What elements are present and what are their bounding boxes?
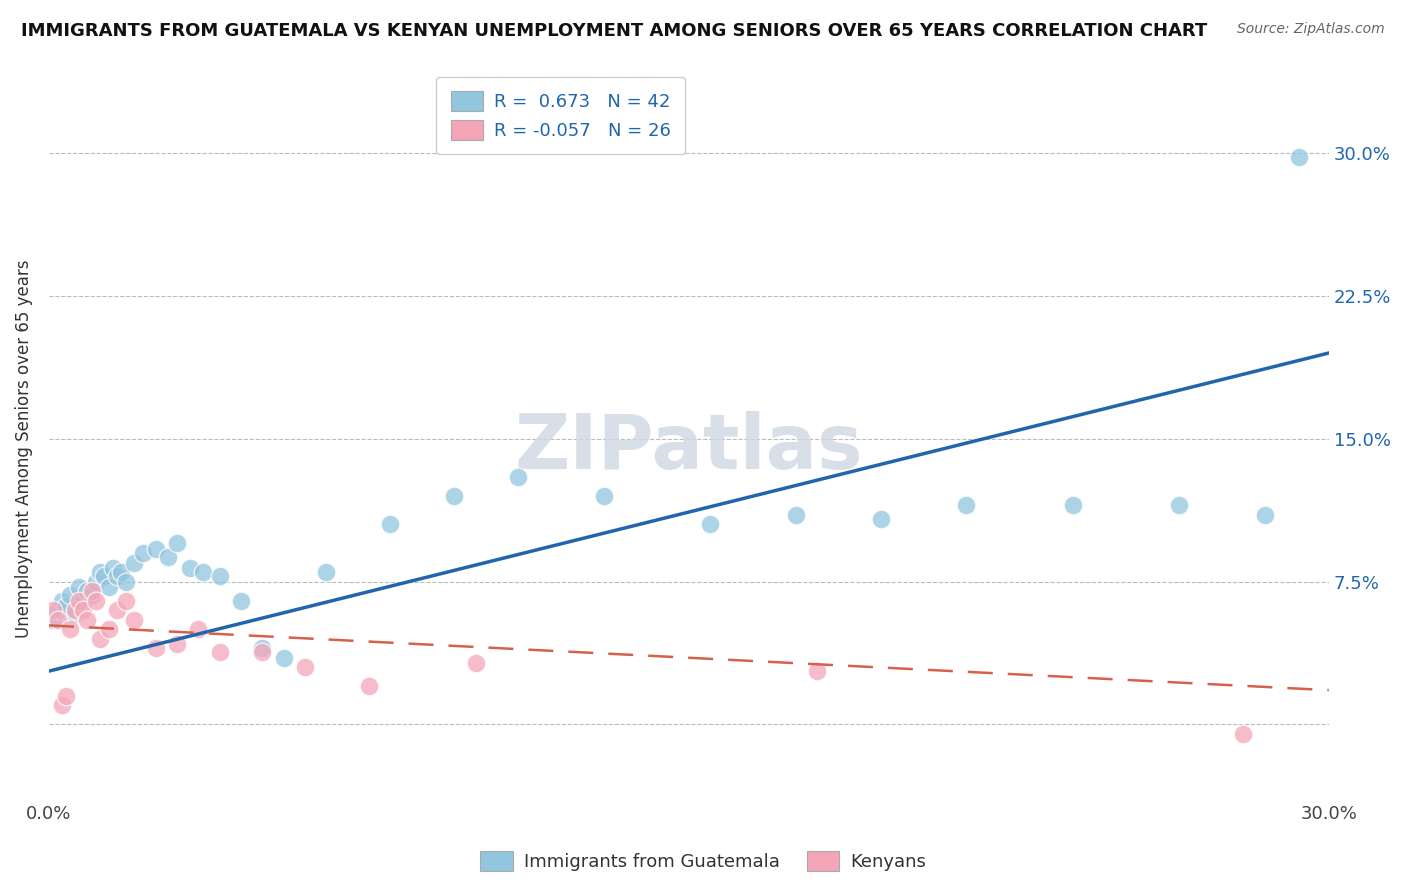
Point xyxy=(187,622,209,636)
Point xyxy=(806,664,828,678)
Point xyxy=(252,645,274,659)
Point xyxy=(294,660,316,674)
Point xyxy=(869,512,891,526)
Point xyxy=(166,536,188,550)
Point xyxy=(208,645,231,659)
Point xyxy=(46,613,69,627)
Point xyxy=(145,542,167,557)
Point xyxy=(89,565,111,579)
Point xyxy=(76,584,98,599)
Point xyxy=(51,698,73,713)
Point xyxy=(110,565,132,579)
Point xyxy=(315,565,337,579)
Point xyxy=(124,556,146,570)
Point xyxy=(252,641,274,656)
Point xyxy=(955,499,977,513)
Point xyxy=(357,679,380,693)
Text: IMMIGRANTS FROM GUATEMALA VS KENYAN UNEMPLOYMENT AMONG SENIORS OVER 65 YEARS COR: IMMIGRANTS FROM GUATEMALA VS KENYAN UNEM… xyxy=(21,22,1208,40)
Point xyxy=(592,489,614,503)
Text: Source: ZipAtlas.com: Source: ZipAtlas.com xyxy=(1237,22,1385,37)
Point xyxy=(145,641,167,656)
Point xyxy=(1168,499,1191,513)
Point xyxy=(63,607,86,621)
Point xyxy=(67,593,90,607)
Point xyxy=(1288,150,1310,164)
Point xyxy=(191,565,214,579)
Point xyxy=(67,580,90,594)
Point xyxy=(59,622,82,636)
Point xyxy=(42,613,65,627)
Point xyxy=(179,561,201,575)
Point xyxy=(97,580,120,594)
Point xyxy=(80,584,103,599)
Legend: R =  0.673   N = 42, R = -0.057   N = 26: R = 0.673 N = 42, R = -0.057 N = 26 xyxy=(436,77,686,154)
Point xyxy=(208,569,231,583)
Text: ZIPatlas: ZIPatlas xyxy=(515,411,863,485)
Point xyxy=(380,517,402,532)
Point xyxy=(51,593,73,607)
Point xyxy=(72,603,94,617)
Point xyxy=(464,657,486,671)
Point xyxy=(101,561,124,575)
Point xyxy=(84,574,107,589)
Point xyxy=(1254,508,1277,522)
Y-axis label: Unemployment Among Seniors over 65 years: Unemployment Among Seniors over 65 years xyxy=(15,259,32,638)
Point xyxy=(443,489,465,503)
Point xyxy=(229,593,252,607)
Point xyxy=(1232,727,1254,741)
Point xyxy=(132,546,155,560)
Point xyxy=(1062,499,1084,513)
Legend: Immigrants from Guatemala, Kenyans: Immigrants from Guatemala, Kenyans xyxy=(472,844,934,879)
Point xyxy=(59,588,82,602)
Point xyxy=(508,470,530,484)
Point xyxy=(124,613,146,627)
Point xyxy=(114,593,136,607)
Point xyxy=(785,508,807,522)
Point xyxy=(84,593,107,607)
Point xyxy=(166,637,188,651)
Point xyxy=(89,632,111,646)
Point xyxy=(63,603,86,617)
Point xyxy=(80,588,103,602)
Point xyxy=(55,689,77,703)
Point xyxy=(105,603,128,617)
Point xyxy=(97,622,120,636)
Point xyxy=(157,549,180,564)
Point xyxy=(93,569,115,583)
Point xyxy=(105,569,128,583)
Point xyxy=(114,574,136,589)
Point xyxy=(55,599,77,614)
Point xyxy=(46,603,69,617)
Point xyxy=(72,593,94,607)
Point xyxy=(42,603,65,617)
Point xyxy=(76,613,98,627)
Point xyxy=(273,650,295,665)
Point xyxy=(699,517,721,532)
